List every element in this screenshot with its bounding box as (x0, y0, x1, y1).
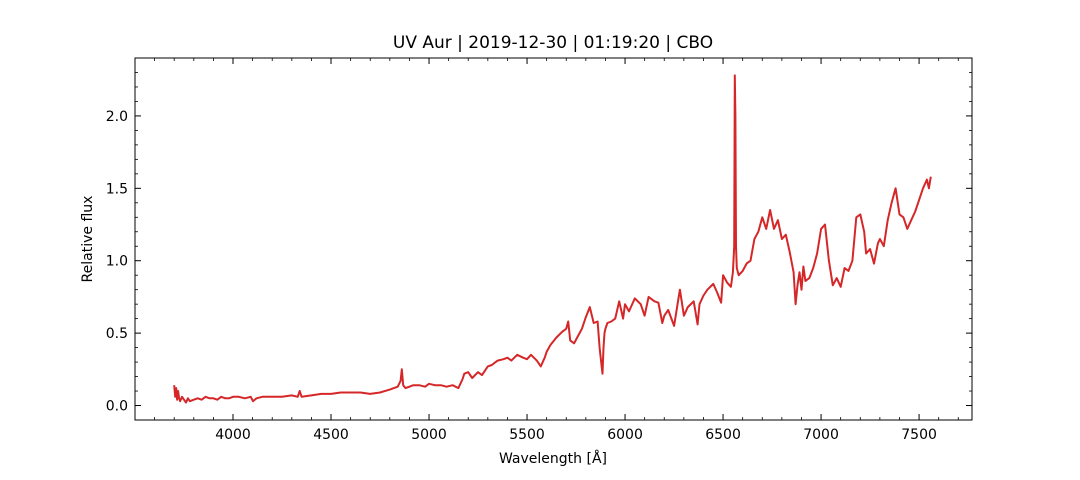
spectrum-line (173, 74, 932, 404)
x-axis-label: Wavelength [Å] (499, 450, 607, 467)
x-tick-label: 5500 (509, 427, 545, 443)
y-tick-label: 2.0 (106, 109, 128, 125)
y-axis-label: Relative flux (80, 196, 96, 283)
y-tick-label: 1.5 (106, 181, 128, 197)
x-tick-label: 7000 (803, 427, 839, 443)
y-tick-label: 1.0 (106, 254, 128, 270)
y-axis-ticks: 0.0 0.5 1.0 1.5 2.0 (106, 57, 972, 421)
chart-title: UV Aur | 2019-12-30 | 01:19:20 | CBO (393, 33, 713, 53)
y-tick-label: 0.5 (106, 326, 128, 342)
x-tick-label: 4000 (215, 427, 251, 443)
y-tick-label: 0.0 (106, 399, 128, 415)
x-tick-label: 7500 (901, 427, 937, 443)
x-tick-label: 6500 (705, 427, 741, 443)
x-tick-label: 4500 (313, 427, 349, 443)
axes-frame (134, 57, 973, 421)
plot-area (173, 74, 932, 404)
x-axis-ticks: 4000 4500 5000 5500 6000 6500 7000 7500 (134, 58, 959, 443)
x-tick-label: 5000 (411, 427, 447, 443)
x-tick-label: 6000 (607, 427, 643, 443)
